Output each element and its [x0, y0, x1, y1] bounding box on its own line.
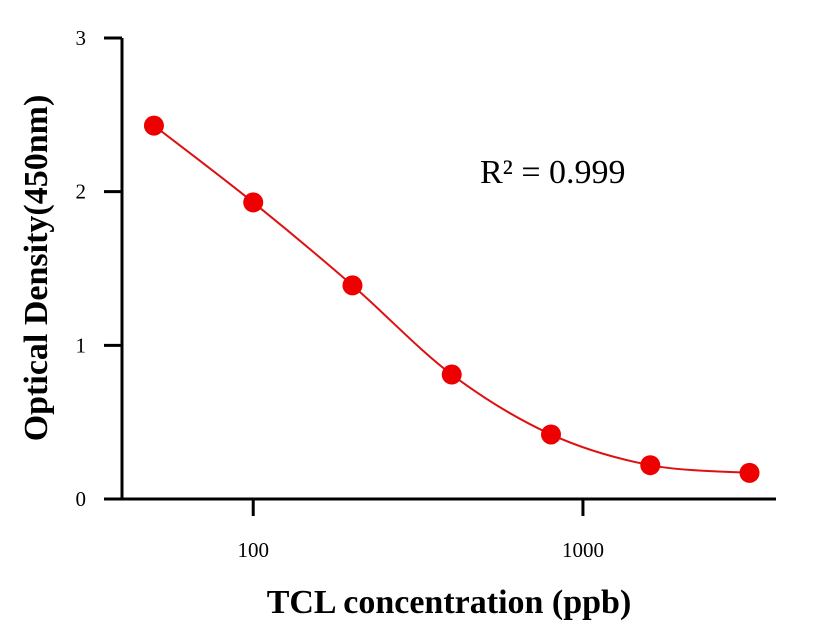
y-tick-label: 0: [76, 487, 87, 511]
data-point: [143, 115, 164, 136]
y-tick-label: 1: [76, 333, 87, 357]
y-tick-label: 3: [76, 26, 87, 50]
data-point: [342, 275, 363, 296]
data-point: [640, 455, 661, 476]
data-point: [441, 364, 462, 385]
r-squared-annotation: R² = 0.999: [480, 154, 626, 191]
x-tick-label: 100: [237, 538, 269, 562]
x-tick-label: 1000: [562, 538, 604, 562]
y-tick-label: 2: [76, 180, 87, 204]
data-point: [243, 192, 264, 213]
y-axis-title: Optical Density(450nm): [18, 95, 55, 442]
data-point: [540, 424, 561, 445]
fit-curve: [153, 124, 750, 474]
data-point: [739, 462, 760, 483]
x-axis-title: TCL concentration (ppb): [267, 584, 632, 621]
data-points: [143, 115, 760, 483]
axes: 0 1 2 3 100 1000: [76, 26, 776, 562]
